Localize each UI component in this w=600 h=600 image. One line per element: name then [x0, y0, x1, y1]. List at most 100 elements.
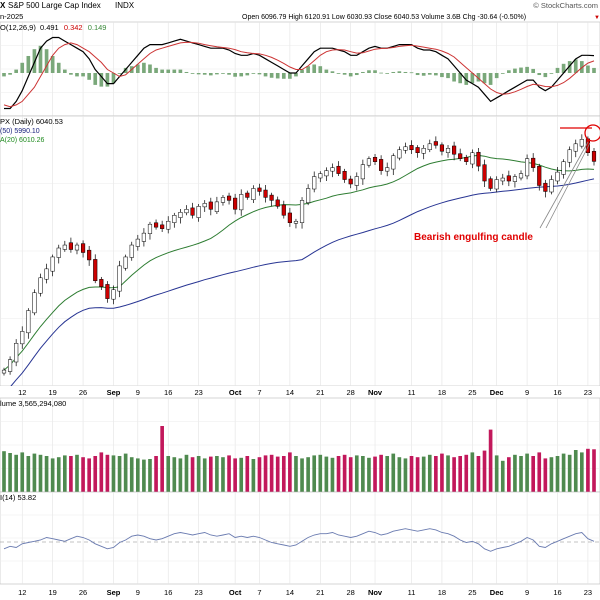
x-tick-label: 25	[468, 388, 476, 397]
volume-bar	[312, 455, 317, 492]
macd-histogram-bar	[500, 73, 505, 74]
volume-bar	[275, 456, 280, 492]
volume-bar	[385, 456, 390, 492]
volume-bar	[549, 457, 554, 492]
candle-body	[312, 176, 317, 190]
candle-body	[458, 153, 463, 159]
macd-histogram-bar	[2, 73, 6, 77]
macd-histogram-bar	[227, 73, 231, 75]
candle-body	[360, 164, 365, 180]
macd-histogram-bar	[421, 73, 426, 76]
macd-histogram-bar	[117, 73, 122, 74]
volume-bar	[99, 452, 104, 492]
macd-histogram-bar	[373, 70, 377, 73]
volume-bar	[427, 454, 432, 492]
ticker-label: X	[0, 1, 6, 10]
volume-bar	[148, 459, 152, 492]
volume-bar	[476, 456, 481, 492]
volume-bar	[44, 456, 49, 492]
ma50-line	[3, 178, 595, 393]
volume-bar	[531, 456, 535, 492]
macd-histogram-bar	[519, 67, 523, 73]
macd-histogram-bar	[580, 61, 584, 73]
macd-histogram-bar	[288, 73, 292, 79]
macd-histogram-bar	[476, 73, 481, 82]
candle-body	[32, 292, 37, 314]
macd-histogram-bar	[123, 67, 128, 73]
volume-bar	[391, 453, 396, 492]
macd-histogram-bar	[318, 66, 323, 73]
macd-histogram-bar	[166, 69, 171, 73]
macd-histogram-bar	[196, 73, 201, 75]
volume-bar	[184, 454, 189, 492]
volume-bar	[306, 457, 310, 492]
candle-body	[233, 197, 238, 210]
candle-body	[385, 167, 390, 172]
candle-body	[488, 178, 493, 189]
x-tick-label: 16	[553, 388, 561, 397]
macd-histogram-bar	[281, 73, 286, 79]
price-legend-ma20: A(20) 6010.26	[0, 137, 44, 144]
candle-body	[87, 249, 92, 261]
candle-body	[287, 212, 292, 223]
candle-body	[421, 148, 426, 154]
x-tick-label: Nov	[368, 388, 383, 397]
volume-bar	[513, 454, 517, 492]
volume-bar	[69, 456, 73, 492]
candle-body	[561, 161, 566, 175]
candle-body	[111, 289, 116, 300]
x-tick-label: Sep	[107, 588, 121, 597]
macd-histogram-bar	[208, 73, 213, 76]
candle-body	[397, 149, 402, 159]
x-tick-label: Nov	[368, 588, 383, 597]
macd-histogram-bar	[135, 64, 140, 73]
candle-body	[129, 244, 134, 258]
candle-body	[172, 215, 177, 223]
candle-body	[153, 222, 159, 228]
volume-bar	[543, 458, 548, 492]
candle-body	[470, 152, 475, 165]
volume-bar	[464, 454, 469, 492]
candle-body	[214, 201, 219, 212]
rsi-panel: I(14) 53.82	[0, 491, 600, 585]
candle-body	[117, 265, 122, 292]
macd-histogram-bar	[99, 73, 104, 87]
volume-bar	[580, 452, 584, 492]
volume-bar	[348, 457, 353, 492]
volume-bar	[434, 456, 438, 492]
x-axis: 12 19 26 Sep 9 16 23 Oct 7 14 21 28 Nov 11 18 25 Dec 9 16 2…	[0, 386, 600, 398]
x-tick-label: 18	[438, 588, 446, 597]
volume-bar	[342, 454, 347, 492]
candle-body	[299, 200, 305, 223]
macd-histogram-bar	[446, 73, 450, 79]
macd-histogram-bar	[178, 69, 183, 73]
x-tick-label: 23	[584, 588, 592, 597]
x-tick-label: 11	[408, 588, 416, 597]
candle-body	[579, 139, 584, 147]
volume-bar	[208, 456, 213, 492]
candle-body	[494, 179, 499, 190]
candle-body	[482, 164, 487, 182]
candle-body	[44, 268, 49, 280]
volume-bar	[8, 453, 12, 492]
volume-bar	[318, 454, 323, 492]
ma20-line	[3, 154, 595, 371]
candle-body	[1, 369, 7, 374]
candle-body	[409, 145, 414, 151]
candle-body	[348, 178, 353, 185]
candle-body	[543, 182, 548, 192]
volume-bar	[537, 452, 542, 492]
volume-bar	[245, 456, 250, 492]
volume-bar	[507, 457, 511, 492]
candle-body	[245, 192, 250, 198]
candle-body	[14, 343, 19, 363]
macd-histogram-bar	[409, 72, 414, 74]
macd-histogram-bar	[531, 68, 535, 73]
macd-histogram-bar	[257, 73, 262, 75]
volume-bar	[567, 454, 572, 492]
macd-histogram-bar	[561, 63, 566, 73]
volume-bar	[288, 452, 292, 492]
candle-body	[257, 187, 262, 192]
volume-bar	[269, 454, 274, 492]
x-tick-label: Sep	[107, 388, 121, 397]
